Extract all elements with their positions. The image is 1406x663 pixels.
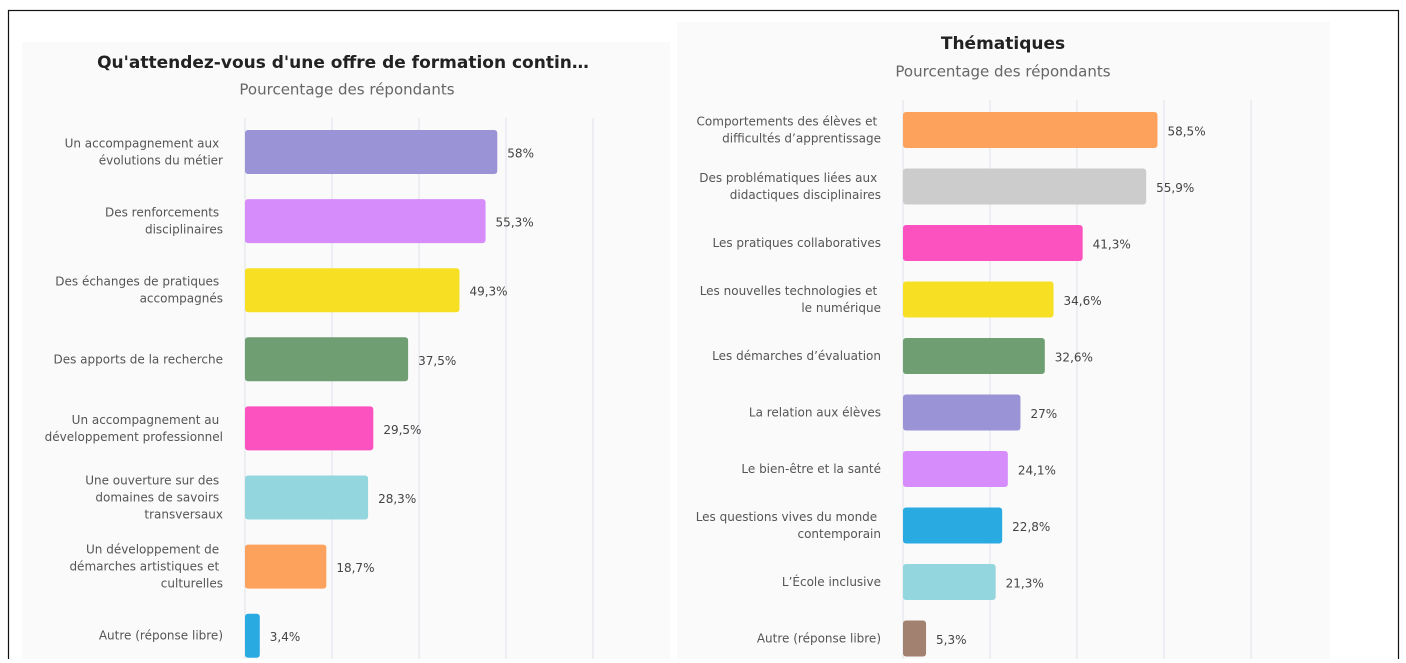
category-label: Un accompagnement aux évolutions du méti… xyxy=(65,136,223,167)
value-label: 18,7% xyxy=(336,561,374,575)
value-label: 29,5% xyxy=(383,423,421,437)
bar xyxy=(245,475,369,520)
value-label: 21,3% xyxy=(1006,577,1044,591)
bar xyxy=(903,507,1003,544)
bar xyxy=(903,394,1021,431)
category-label: L’École inclusive xyxy=(782,574,881,589)
bar xyxy=(245,613,260,658)
bar xyxy=(245,337,409,382)
bar xyxy=(903,620,927,657)
category-label: Comportements des élèves et difficultés … xyxy=(697,114,881,145)
bar xyxy=(245,130,498,174)
bar xyxy=(903,168,1147,205)
category-label: Une ouverture sur des domaines de savoir… xyxy=(85,473,223,521)
value-label: 27% xyxy=(1030,407,1057,421)
category-label: Un accompagnement au développement profe… xyxy=(45,412,223,443)
bar xyxy=(903,564,996,600)
category-label: La relation aux élèves xyxy=(749,405,881,419)
value-label: 55,9% xyxy=(1156,181,1194,195)
bar xyxy=(245,268,460,313)
bar xyxy=(903,281,1054,318)
value-label: 41,3% xyxy=(1093,238,1131,252)
value-label: 32,6% xyxy=(1055,351,1093,365)
category-label: Les nouvelles technologies et le numériq… xyxy=(700,284,881,315)
category-label: Autre (réponse libre) xyxy=(757,631,881,645)
category-label: Des échanges de pratiques accompagnés xyxy=(55,274,223,305)
value-label: 22,8% xyxy=(1012,520,1050,534)
value-label: 58% xyxy=(507,147,534,161)
value-label: 5,3% xyxy=(936,633,967,647)
category-label: Autre (réponse libre) xyxy=(99,628,223,642)
bar xyxy=(903,225,1083,261)
bar xyxy=(903,338,1045,374)
category-label: Le bien-être et la santé xyxy=(741,462,881,476)
chart-subtitle: Pourcentage des répondants xyxy=(895,63,1110,81)
value-label: 34,6% xyxy=(1064,294,1102,308)
category-label: Les pratiques collaboratives xyxy=(712,236,881,250)
chart-title: Qu'attendez-vous d'une offre de formatio… xyxy=(97,53,589,73)
value-label: 55,3% xyxy=(496,216,534,230)
category-label: Des renforcements disciplinaires xyxy=(105,205,223,236)
bar xyxy=(245,406,374,451)
value-label: 24,1% xyxy=(1018,464,1056,478)
bar xyxy=(245,544,327,589)
value-label: 37,5% xyxy=(418,354,456,368)
bar xyxy=(245,199,486,244)
category-label: Un développement de démarches artistique… xyxy=(69,542,223,590)
category-label: Des apports de la recherche xyxy=(53,352,223,366)
value-label: 28,3% xyxy=(378,492,416,506)
category-label: Les démarches d’évaluation xyxy=(712,349,881,363)
bar xyxy=(903,112,1158,148)
chart-subtitle: Pourcentage des répondants xyxy=(239,81,454,99)
value-label: 49,3% xyxy=(469,285,507,299)
chart-title: Thématiques xyxy=(941,34,1065,54)
category-label: Les questions vives du monde contemporai… xyxy=(696,510,881,541)
value-label: 3,4% xyxy=(270,630,301,644)
value-label: 58,5% xyxy=(1167,125,1205,139)
bar xyxy=(903,451,1008,487)
category-label: Des problématiques liées aux didactiques… xyxy=(699,171,881,202)
